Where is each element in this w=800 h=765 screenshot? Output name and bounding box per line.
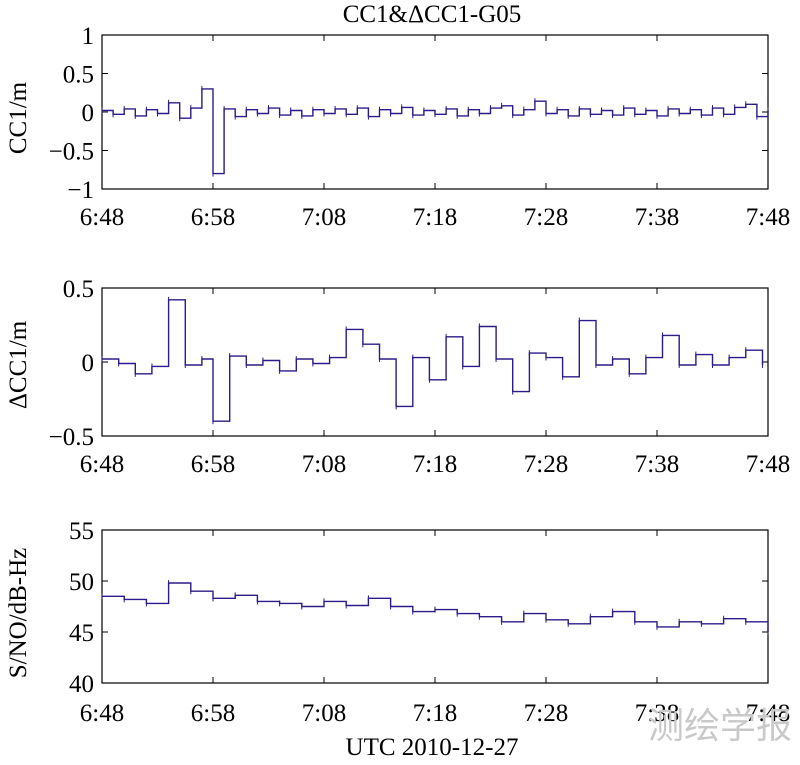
panel-snr: S/NO/dB-Hz UTC 2010-12-27 55 50 45 406:48 6:… (5, 518, 790, 761)
x-tick-label: 6:58 (191, 451, 235, 478)
x-tick-label: 7:38 (635, 204, 679, 231)
chart-title: CC1&ΔCC1-G05 (343, 1, 522, 28)
y-tick-label: −1 (67, 177, 94, 204)
series-line (102, 299, 764, 422)
x-tick-label: 6:58 (191, 204, 235, 231)
x-tick-label: 7:48 (746, 204, 790, 231)
y-axis-label-delta-cc1: ΔCC1/m (5, 320, 32, 409)
x-tick-label: 7:08 (302, 451, 346, 478)
x-tick-label: 7:08 (302, 204, 346, 231)
panel-delta-cc1: ΔCC1/m 0.5 0 −0.56:48 6:58 7:08 7:18 7:28 7:38 7… (5, 276, 790, 478)
y-tick-label: 0 (82, 350, 95, 377)
x-tick-label: 7:18 (413, 451, 457, 478)
x-tick-label: 7:48 (746, 700, 790, 727)
x-tick-label: 6:48 (80, 451, 124, 478)
x-tick-label: 6:58 (191, 700, 235, 727)
x-tick-label: 6:48 (80, 700, 124, 727)
y-tick-label: 55 (69, 518, 94, 545)
y-tick-label: 40 (69, 671, 94, 698)
x-tick-label: 7:38 (635, 700, 679, 727)
y-tick-label: 0.5 (63, 276, 94, 303)
y-tick-label: 0 (82, 100, 95, 127)
x-tick-label: 7:08 (302, 700, 346, 727)
x-tick-label: 7:28 (524, 700, 568, 727)
watermark-text: 测绘学报 (648, 706, 792, 747)
x-tick-label: 7:18 (413, 204, 457, 231)
x-tick-label: 7:38 (635, 451, 679, 478)
plot-frame (101, 529, 769, 684)
y-tick-label: −0.5 (49, 424, 94, 451)
x-axis-label: UTC 2010-12-27 (346, 734, 519, 761)
x-tick-label: 7:28 (524, 451, 568, 478)
y-tick-label: 0.5 (63, 62, 94, 89)
y-axis-label-snr: S/NO/dB-Hz (5, 548, 32, 679)
x-tick-label: 7:18 (413, 700, 457, 727)
y-axis-label-cc1: CC1/m (5, 81, 32, 154)
x-tick-label: 7:28 (524, 204, 568, 231)
y-tick-label: 50 (69, 569, 94, 596)
y-tick-label: 1 (82, 23, 95, 50)
x-tick-label: 7:48 (746, 451, 790, 478)
x-tick-label: 6:48 (80, 204, 124, 231)
series-line (102, 88, 769, 175)
y-tick-label: 45 (69, 620, 94, 647)
y-tick-label: −0.5 (49, 139, 94, 166)
panel-cc1: CC1/m 1 0.5 0 −0.5 −16:48 6:58 7:08 7:18 7:28 7:3… (5, 23, 790, 231)
